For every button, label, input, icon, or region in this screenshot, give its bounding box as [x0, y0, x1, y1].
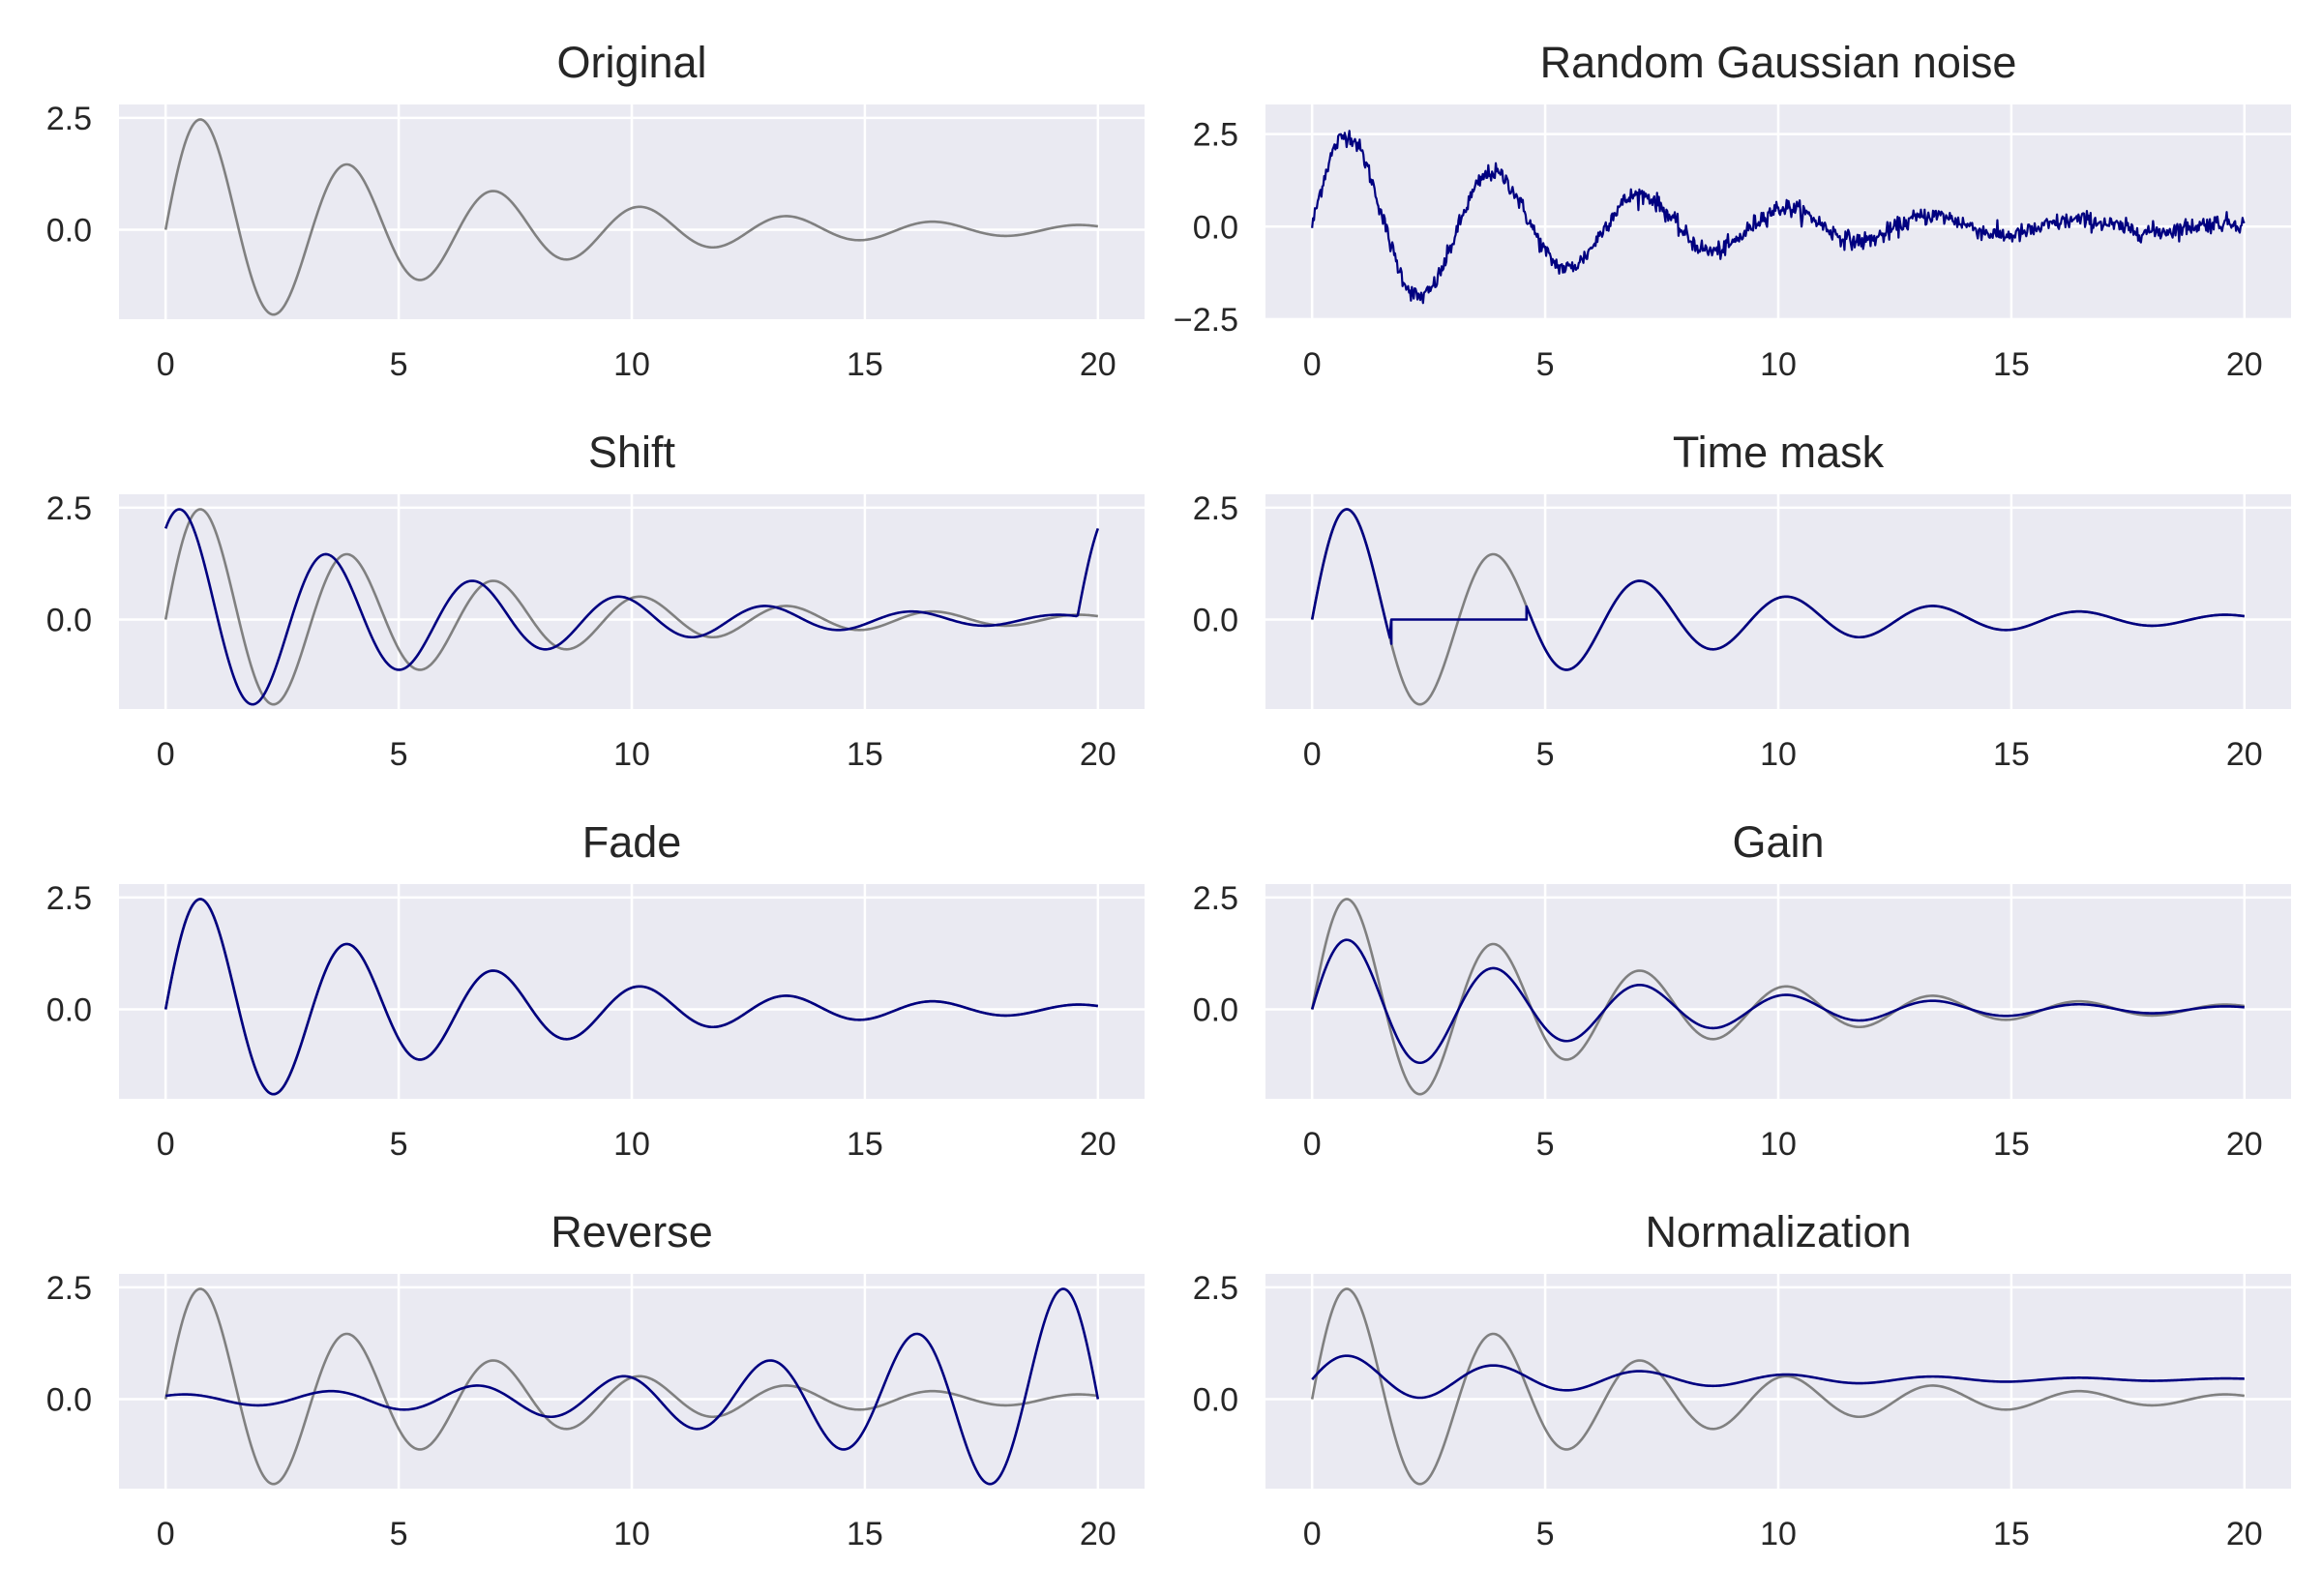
- x-tick-label: 20: [1080, 736, 1116, 773]
- y-tick-label: 2.5: [1193, 1270, 1238, 1307]
- series-line-original: [1310, 898, 2245, 1096]
- series-line-gain: [1310, 938, 2245, 1065]
- subplot-reverse: 0 5 10 15 20 2.5 0.0 Reverse: [46, 1207, 1145, 1552]
- y-tick-label: 2.5: [46, 880, 92, 917]
- y-tick-label: 0.0: [46, 603, 92, 639]
- y-tick-label: 0.0: [46, 213, 92, 250]
- subplot-title: Reverse: [551, 1207, 713, 1256]
- series-line-reverse: [165, 1287, 1100, 1486]
- x-tick-label: 0: [157, 1516, 175, 1552]
- y-tick-label: −2.5: [1174, 302, 1238, 339]
- x-tick-label: 15: [1993, 736, 2030, 773]
- x-tick-label: 10: [1760, 736, 1797, 773]
- series-line-original: [164, 898, 1098, 1096]
- x-tick-label: 15: [847, 346, 883, 383]
- x-tick-label: 10: [613, 1126, 650, 1163]
- subplot-normalization: 0 5 10 15 20 2.5 0.0 Normalization: [1193, 1207, 2291, 1552]
- x-tick-label: 20: [1080, 346, 1116, 383]
- x-tick-label: 0: [157, 736, 175, 773]
- x-tick-label: 0: [1303, 1126, 1322, 1163]
- x-tick-label: 20: [2226, 1126, 2263, 1163]
- subplot-title: Random Gaussian noise: [1540, 38, 2017, 87]
- y-tick-label: 0.0: [1193, 1382, 1238, 1419]
- y-tick-label: 0.0: [46, 1382, 92, 1419]
- x-tick-label: 10: [613, 346, 650, 383]
- x-tick-label: 5: [390, 1126, 408, 1163]
- subplot-title: Normalization: [1645, 1207, 1911, 1256]
- x-tick-label: 5: [390, 346, 408, 383]
- x-tick-label: 15: [1993, 346, 2030, 383]
- series-line-mask: [1310, 508, 2245, 671]
- x-tick-label: 0: [157, 346, 175, 383]
- y-tick-label: 0.0: [1193, 992, 1238, 1029]
- x-tick-label: 10: [1760, 1516, 1797, 1552]
- x-tick-label: 0: [1303, 736, 1322, 773]
- x-tick-label: 10: [613, 1516, 650, 1552]
- x-tick-label: 5: [390, 736, 408, 773]
- subplot-time-mask: 0 5 10 15 20 2.5 0.0 Time mask: [1193, 428, 2291, 773]
- subplot-fade: 0 5 10 15 20 2.5 0.0 Fade: [46, 817, 1145, 1163]
- x-tick-label: 5: [1536, 1126, 1555, 1163]
- y-tick-label: 2.5: [1193, 490, 1238, 527]
- series-line-noise: [1311, 130, 2246, 305]
- y-tick-label: 2.5: [1193, 117, 1238, 154]
- x-tick-label: 10: [613, 736, 650, 773]
- series-line-original: [164, 118, 1098, 316]
- x-tick-label: 15: [847, 1126, 883, 1163]
- series-line-shift: [164, 508, 1100, 706]
- subplot-title: Original: [556, 38, 706, 87]
- x-tick-label: 5: [1536, 736, 1555, 773]
- x-tick-label: 15: [1993, 1126, 2030, 1163]
- x-tick-label: 5: [1536, 1516, 1555, 1552]
- y-tick-label: 0.0: [1193, 209, 1238, 246]
- x-tick-label: 20: [2226, 736, 2263, 773]
- subplot-shift: 0 5 10 15 20 2.5 0.0 Shift: [46, 428, 1145, 773]
- x-tick-label: 5: [390, 1516, 408, 1552]
- x-tick-label: 20: [2226, 346, 2263, 383]
- subplot-original: 0 5 10 15 20 2.5 0.0 Original: [46, 38, 1145, 383]
- x-tick-label: 15: [847, 736, 883, 773]
- subplot-random-gaussian-noise: 0 5 10 15 20 2.5 0.0 −2.5 Random Gaussian noise: [1174, 38, 2291, 383]
- subplot-title: Time mask: [1673, 428, 1885, 477]
- x-tick-label: 0: [157, 1126, 175, 1163]
- x-tick-label: 15: [1993, 1516, 2030, 1552]
- x-tick-label: 20: [2226, 1516, 2263, 1552]
- x-tick-label: 10: [1760, 346, 1797, 383]
- y-tick-label: 0.0: [46, 992, 92, 1029]
- series-line-normalize: [1311, 1354, 2245, 1400]
- y-tick-label: 2.5: [46, 101, 92, 137]
- y-tick-label: 2.5: [46, 1270, 92, 1307]
- subplot-title: Gain: [1732, 817, 1824, 867]
- x-tick-label: 10: [1760, 1126, 1797, 1163]
- subplot-gain: 0 5 10 15 20 2.5 0.0 Gain: [1193, 817, 2291, 1163]
- x-tick-label: 5: [1536, 346, 1555, 383]
- y-tick-label: 2.5: [46, 490, 92, 527]
- subplot-title: Fade: [582, 817, 682, 867]
- subplot-title: Shift: [588, 428, 676, 477]
- x-tick-label: 15: [847, 1516, 883, 1552]
- x-tick-label: 0: [1303, 346, 1322, 383]
- series-line-original: [164, 508, 1098, 706]
- y-tick-label: 0.0: [1193, 603, 1238, 639]
- x-tick-label: 20: [1080, 1516, 1116, 1552]
- x-tick-label: 20: [1080, 1126, 1116, 1163]
- x-tick-label: 0: [1303, 1516, 1322, 1552]
- y-tick-label: 2.5: [1193, 880, 1238, 917]
